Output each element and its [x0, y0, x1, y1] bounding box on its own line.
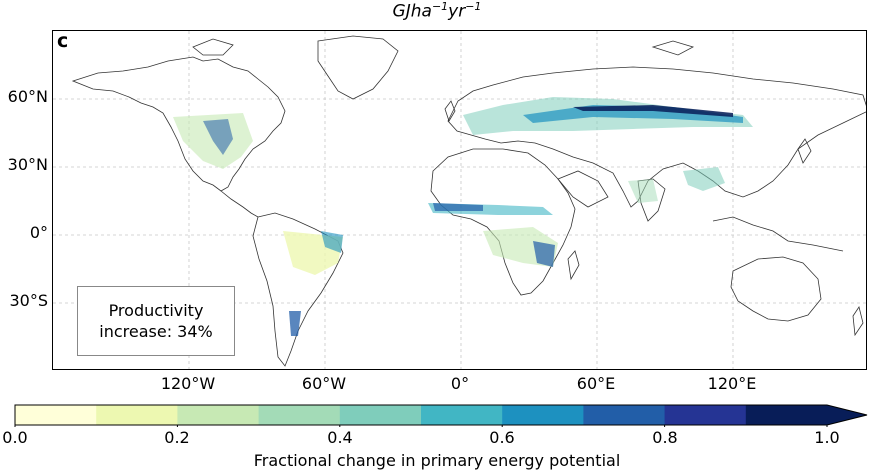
lat-label-30n: 30°N	[7, 155, 48, 174]
colorbar-tick-3: 0.6	[489, 428, 515, 447]
colorbar-segment-6	[502, 405, 584, 425]
colorbar-segment-5	[421, 405, 503, 425]
lat-label-60n: 60°N	[7, 87, 48, 106]
colorbar-segment-4	[339, 405, 422, 425]
colorbar-tick-marks	[14, 425, 828, 427]
colorbar-outline	[14, 404, 868, 426]
colorbar-segment-7	[583, 405, 666, 425]
title-exp-1: −1	[431, 0, 449, 13]
lat-label-30s: 30°S	[9, 291, 48, 310]
colorbar-segments	[15, 405, 828, 425]
title-exp-2: −1	[465, 0, 482, 13]
lon-label-120e: 120°E	[707, 374, 757, 393]
colorbar-segment-3	[258, 405, 341, 425]
panel-letter: c	[57, 30, 69, 52]
data-shading	[173, 97, 753, 336]
title-unit-mid: yr	[448, 1, 466, 22]
colorbar-tick-0: 0.0	[2, 428, 28, 447]
lat-label-0: 0°	[29, 223, 48, 242]
productivity-annotation: Productivity increase: 34%	[77, 286, 235, 356]
map-title: GJha−1yr−1	[0, 0, 874, 22]
gridlines	[53, 31, 866, 369]
colorbar-segment-1	[96, 405, 178, 425]
annotation-line-1: Productivity	[108, 301, 204, 320]
colorbar-segment-0	[15, 405, 97, 425]
colorbar-tick-4: 0.8	[652, 428, 678, 447]
annotation-line-2: increase: 34%	[99, 322, 213, 341]
colorbar-segment-2	[177, 405, 260, 425]
colorbar-tick-2: 0.4	[327, 428, 353, 447]
colorbar-tick-5: 1.0	[814, 428, 840, 447]
coastlines	[71, 35, 866, 367]
title-unit-base: GJha	[392, 1, 432, 22]
colorbar-segment-9	[745, 405, 828, 425]
colorbar-segment-8	[664, 405, 747, 425]
colorbar-extend-arrow	[827, 405, 867, 425]
lon-label-0: 0°	[450, 374, 470, 393]
world-map-svg	[53, 31, 866, 369]
colorbar-tick-1: 0.2	[164, 428, 190, 447]
lon-label-60w: 60°W	[301, 374, 347, 393]
lon-label-120w: 120°W	[160, 374, 216, 393]
lon-label-60e: 60°E	[576, 374, 616, 393]
colorbar-label: Fractional change in primary energy pote…	[253, 451, 621, 470]
colorbar	[14, 404, 868, 427]
